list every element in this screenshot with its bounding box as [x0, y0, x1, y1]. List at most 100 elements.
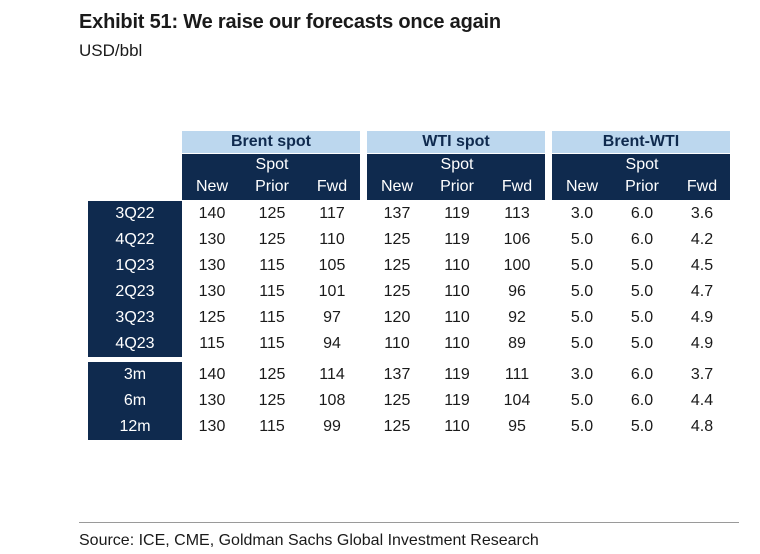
subheader-block-brent	[182, 154, 360, 200]
row-label: 6m	[123, 392, 147, 409]
spot-label-wti: Spot	[440, 156, 474, 173]
cell-wti-prior: 110	[444, 283, 470, 300]
exhibit-title: Exhibit 51: We raise our forecasts once …	[79, 11, 501, 33]
cell-wti-fwd: 100	[503, 257, 531, 274]
cell-brent-prior: 115	[259, 335, 285, 352]
cell-wti-fwd: 111	[504, 366, 530, 383]
subheader-block-wti	[367, 154, 545, 200]
cell-spread-new: 5.0	[570, 392, 594, 409]
cell-wti-new: 125	[383, 257, 411, 274]
cell-brent-prior: 125	[258, 392, 286, 409]
cell-brent-new: 130	[198, 418, 226, 435]
cell-spread-prior: 5.0	[630, 335, 654, 352]
cell-wti-prior: 110	[444, 335, 470, 352]
cell-spread-fwd: 4.4	[690, 392, 714, 409]
subheader-block-spread	[552, 154, 730, 200]
cell-spread-prior: 5.0	[630, 257, 654, 274]
cell-spread-prior: 6.0	[630, 231, 654, 248]
cell-brent-prior: 125	[258, 366, 286, 383]
exhibit-subtitle: USD/bbl	[79, 41, 143, 60]
column-header-prior: Prior	[440, 178, 474, 195]
cell-spread-fwd: 4.8	[690, 418, 714, 435]
cell-wti-prior: 110	[444, 418, 470, 435]
cell-brent-fwd: 117	[319, 205, 345, 222]
cell-brent-new: 115	[199, 335, 225, 352]
row-label: 2Q23	[115, 283, 155, 300]
cell-spread-prior: 5.0	[630, 309, 654, 326]
cell-brent-prior: 125	[258, 231, 286, 248]
cell-wti-prior: 110	[444, 257, 470, 274]
cell-brent-fwd: 114	[319, 366, 345, 383]
cell-spread-fwd: 4.5	[690, 257, 714, 274]
cell-brent-new: 130	[198, 392, 226, 409]
cell-brent-fwd: 97	[323, 309, 341, 326]
cell-wti-fwd: 106	[503, 231, 531, 248]
cell-wti-fwd: 96	[508, 283, 526, 300]
cell-brent-fwd: 101	[318, 283, 346, 300]
column-header-prior: Prior	[625, 178, 659, 195]
cell-spread-fwd: 3.7	[690, 366, 714, 383]
cell-spread-prior: 5.0	[630, 418, 654, 435]
cell-brent-prior: 115	[259, 309, 285, 326]
row-label: 1Q23	[115, 257, 155, 274]
spot-label-brent: Spot	[255, 156, 289, 173]
cell-spread-fwd: 3.6	[690, 205, 714, 222]
cell-wti-fwd: 113	[504, 205, 530, 222]
cell-brent-prior: 125	[258, 205, 286, 222]
cell-spread-new: 5.0	[570, 335, 594, 352]
column-header-new: New	[195, 178, 228, 195]
cell-brent-new: 130	[198, 283, 226, 300]
row-label: 3m	[123, 366, 147, 383]
cell-brent-new: 140	[198, 205, 226, 222]
cell-brent-new: 125	[198, 309, 226, 326]
cell-brent-new: 130	[198, 231, 226, 248]
source-note: Source: ICE, CME, Goldman Sachs Global I…	[79, 532, 539, 549]
row-label-block-horizons	[88, 362, 182, 440]
cell-wti-new: 120	[383, 309, 411, 326]
cell-spread-new: 5.0	[570, 309, 594, 326]
cell-brent-fwd: 99	[323, 418, 341, 435]
cell-spread-fwd: 4.9	[690, 309, 714, 326]
cell-wti-fwd: 95	[508, 418, 526, 435]
cell-spread-new: 5.0	[570, 231, 594, 248]
cell-spread-new: 5.0	[570, 257, 594, 274]
cell-wti-fwd: 104	[503, 392, 531, 409]
cell-wti-new: 125	[383, 231, 411, 248]
cell-spread-fwd: 4.7	[690, 283, 714, 300]
footer-divider	[79, 522, 739, 523]
group-header-wti-spot: WTI spot	[367, 131, 545, 153]
cell-brent-new: 140	[198, 366, 226, 383]
cell-wti-prior: 119	[444, 205, 470, 222]
row-label: 3Q23	[115, 309, 155, 326]
cell-brent-fwd: 105	[318, 257, 346, 274]
column-header-fwd: Fwd	[316, 178, 348, 195]
cell-wti-new: 110	[384, 335, 410, 352]
cell-wti-new: 125	[383, 418, 411, 435]
cell-brent-fwd: 94	[323, 335, 341, 352]
cell-wti-prior: 119	[444, 392, 470, 409]
group-header-brent-wti: Brent-WTI	[552, 131, 730, 153]
cell-wti-new: 125	[383, 392, 411, 409]
cell-wti-new: 137	[383, 366, 411, 383]
cell-spread-new: 5.0	[570, 418, 594, 435]
cell-brent-new: 130	[198, 257, 226, 274]
cell-spread-fwd: 4.9	[690, 335, 714, 352]
row-label-block-quarterly	[88, 201, 182, 357]
cell-wti-prior: 119	[444, 231, 470, 248]
cell-spread-prior: 5.0	[630, 283, 654, 300]
cell-wti-new: 137	[383, 205, 411, 222]
cell-brent-fwd: 108	[318, 392, 346, 409]
cell-spread-fwd: 4.2	[690, 231, 714, 248]
column-header-fwd: Fwd	[686, 178, 718, 195]
spot-label-spread: Spot	[625, 156, 659, 173]
cell-wti-new: 125	[383, 283, 411, 300]
cell-spread-prior: 6.0	[630, 366, 654, 383]
cell-wti-prior: 119	[444, 366, 470, 383]
column-header-new: New	[565, 178, 598, 195]
cell-brent-fwd: 110	[319, 231, 345, 248]
cell-spread-new: 3.0	[570, 366, 594, 383]
cell-brent-prior: 115	[259, 257, 285, 274]
cell-spread-prior: 6.0	[630, 205, 654, 222]
cell-wti-fwd: 89	[508, 335, 526, 352]
cell-spread-new: 3.0	[570, 205, 594, 222]
